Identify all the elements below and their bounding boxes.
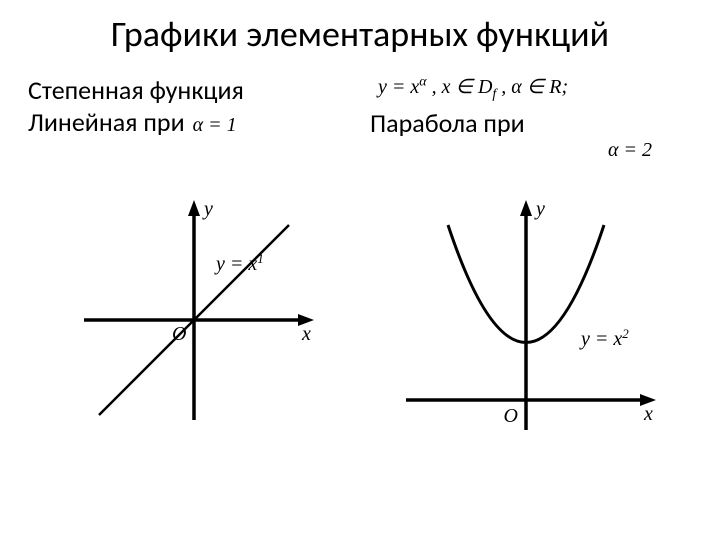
origin-label: O	[504, 405, 518, 427]
origin-label: O	[172, 323, 186, 345]
y-axis-label: y	[202, 198, 213, 220]
linear-chart: y x O y = x1	[44, 170, 344, 470]
left-column-header: Степенная функция Линейная при α = 1	[28, 74, 350, 138]
alpha-eq-2: α = 2	[608, 139, 652, 161]
parabola-label-row: Парабола при	[370, 107, 692, 139]
y-axis-label: y	[534, 198, 545, 220]
parabola-chart: y x O y = x2	[376, 170, 676, 470]
y-axis-arrow	[520, 200, 532, 216]
x-axis-label: x	[643, 403, 653, 425]
power-formula: y = xα , x ∈ Df , α ∈ R;	[378, 74, 692, 103]
linear-label-row: Линейная при α = 1	[28, 106, 350, 138]
y-axis-arrow	[188, 200, 200, 216]
curve-label-parabola: y = x2	[579, 326, 629, 351]
curve-label-linear: y = x1	[214, 251, 264, 276]
subtitle-row: Степенная функция Линейная при α = 1 y =…	[28, 74, 692, 162]
charts-row: y x O y = x1 y x O y = x2	[28, 170, 692, 470]
parabola-label: Парабола при	[370, 107, 525, 139]
power-function-label: Степенная функция	[28, 74, 350, 106]
page-title: Графики элементарных функций	[28, 12, 692, 56]
alpha-eq-1: α = 1	[193, 114, 237, 137]
linear-label: Линейная при	[28, 106, 185, 138]
right-column-header: y = xα , x ∈ Df , α ∈ R; Парабола при α …	[370, 74, 692, 162]
x-axis-label: x	[301, 323, 311, 345]
